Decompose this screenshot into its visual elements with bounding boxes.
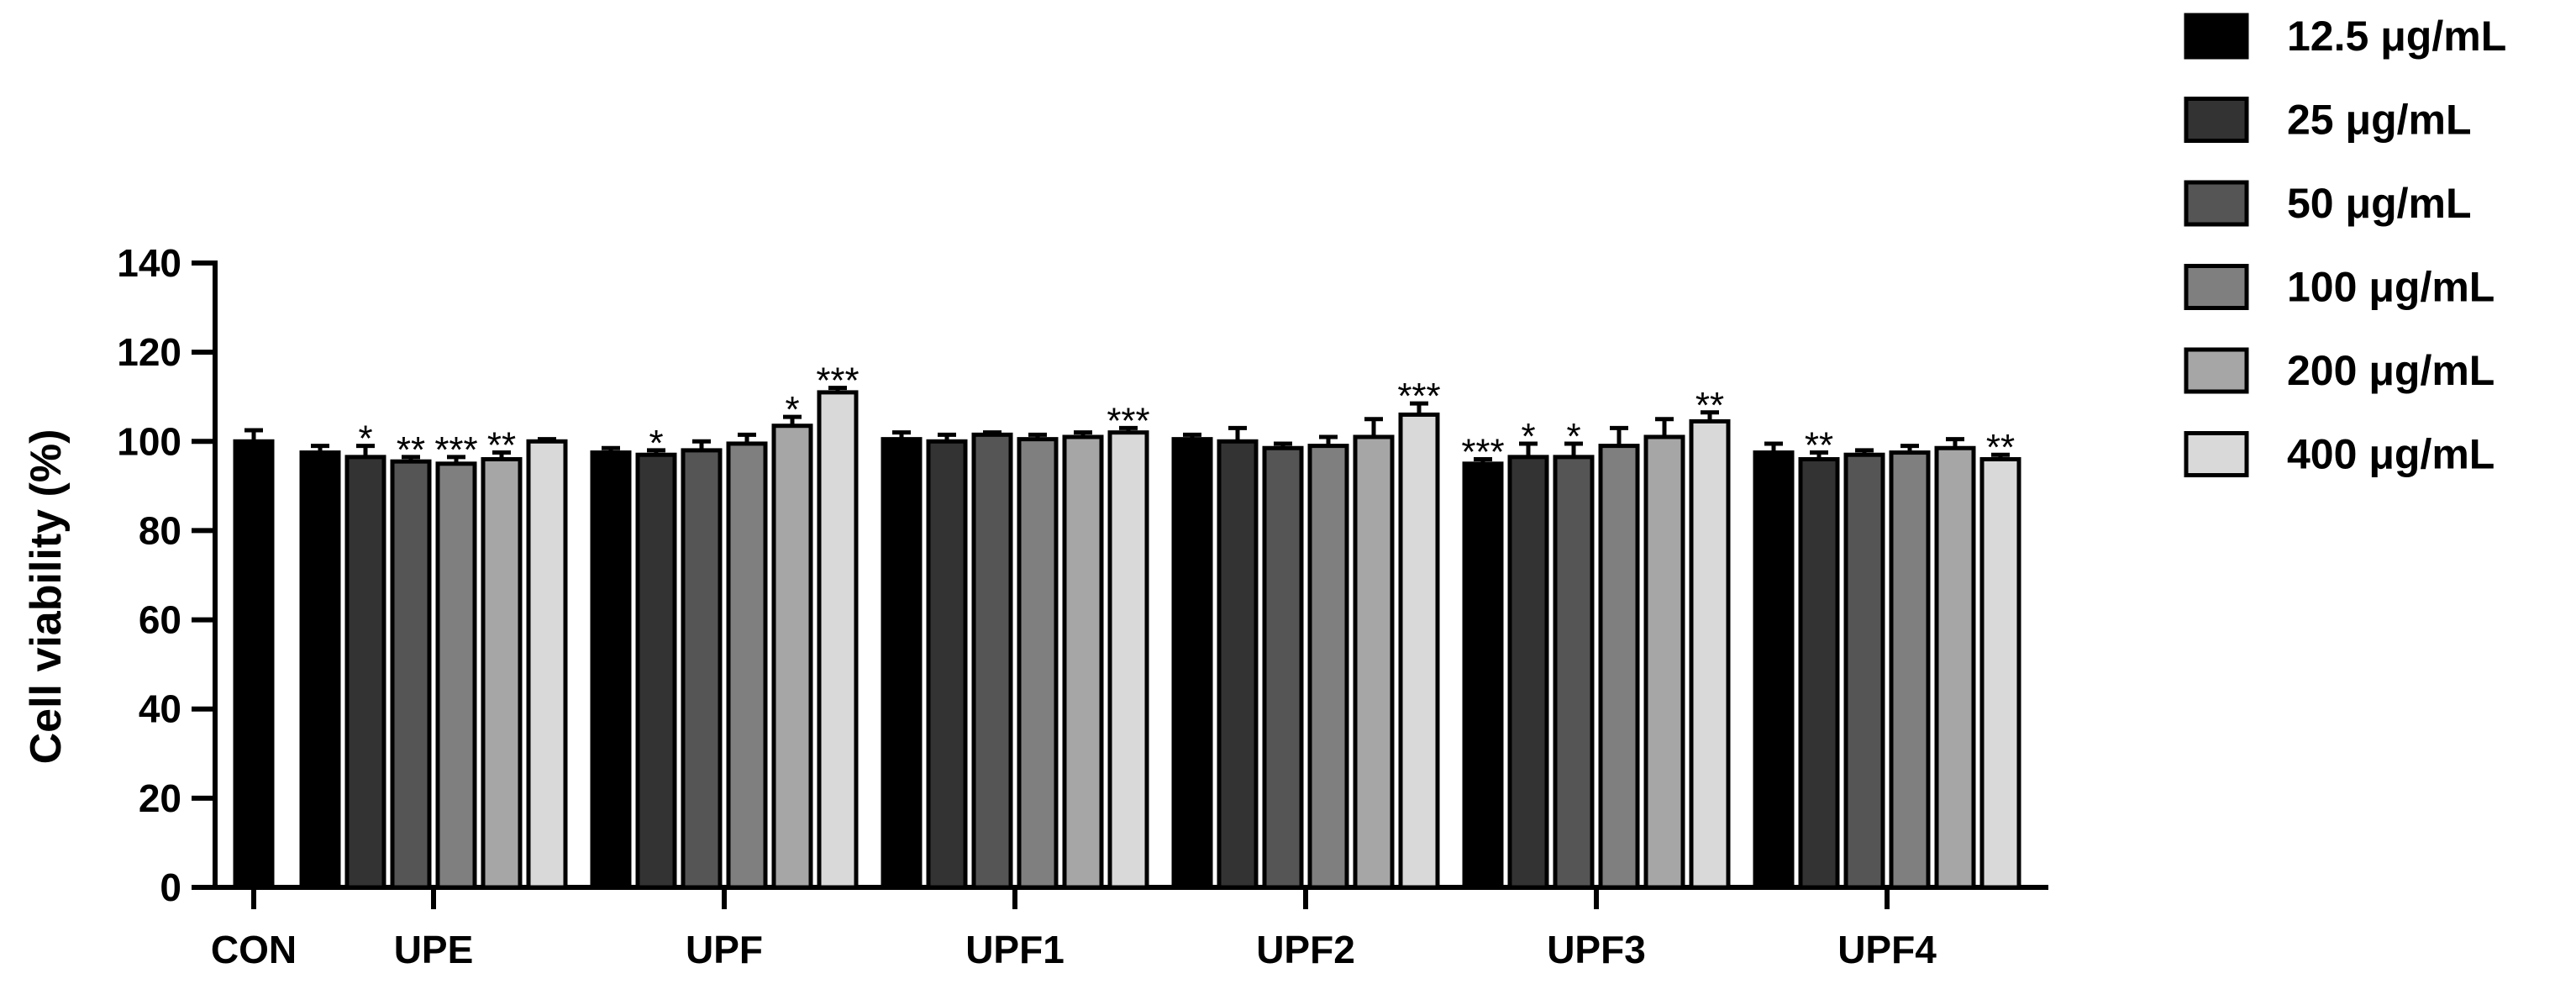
- y-tick-label: 120: [117, 330, 181, 374]
- bar: [1979, 457, 2021, 890]
- bar: [1798, 457, 1840, 890]
- legend-swatch: [2184, 13, 2249, 60]
- bar: [526, 439, 568, 890]
- significance-label: ***: [1107, 400, 1149, 441]
- legend-label: 200 μg/mL: [2287, 347, 2495, 394]
- bar: [1553, 455, 1595, 890]
- bar: [681, 448, 723, 890]
- significance-label: **: [397, 429, 425, 471]
- significance-label: *: [358, 418, 372, 460]
- y-axis-title: Cell viability (%): [22, 429, 71, 765]
- bar: [1753, 450, 1795, 890]
- significance-label: **: [1986, 427, 2015, 468]
- x-tick-label: CON: [211, 928, 297, 971]
- significance-label: **: [1695, 385, 1724, 426]
- bar: [344, 455, 386, 890]
- bar: [481, 457, 523, 890]
- y-tick-label: 80: [139, 508, 181, 552]
- x-tick-label: UPF3: [1547, 928, 1646, 971]
- legend-label: 400 μg/mL: [2287, 431, 2495, 478]
- x-tick-label: UPF: [686, 928, 763, 971]
- y-tick-label: 60: [139, 598, 181, 642]
- bar: [1598, 444, 1640, 890]
- bar: [435, 461, 477, 890]
- significance-label: **: [1805, 425, 1833, 466]
- significance-label: *: [1566, 416, 1580, 457]
- legend-swatch: [2184, 97, 2249, 143]
- bar: [926, 439, 968, 890]
- bar: [1643, 434, 1685, 890]
- bar: [590, 450, 632, 890]
- legend: 12.5 μg/mL 25 μg/mL 50 μg/mL 100 μg/mL 200 μ…: [2184, 13, 2506, 478]
- bar: [1689, 418, 1731, 890]
- legend-label: 100 μg/mL: [2287, 264, 2495, 311]
- y-tick-label: 140: [117, 241, 181, 285]
- x-tick-label: UPE: [394, 928, 474, 971]
- x-tick-label: UPF4: [1837, 928, 1937, 971]
- y-tick-label: 40: [139, 687, 181, 731]
- bar: [635, 452, 677, 890]
- bar: [1217, 439, 1259, 890]
- bars: [233, 386, 2021, 890]
- y-tick-label: 0: [160, 866, 181, 909]
- significance-label: ***: [1461, 432, 1504, 473]
- x-tick-label: UPF2: [1256, 928, 1355, 971]
- bar: [1507, 455, 1549, 890]
- legend-label: 12.5 μg/mL: [2287, 13, 2506, 60]
- bar: [299, 450, 341, 890]
- bar: [881, 437, 923, 890]
- bar: [726, 441, 768, 890]
- legend-label: 25 μg/mL: [2287, 97, 2472, 144]
- y-tick-label: 20: [139, 776, 181, 820]
- bar: [971, 432, 1013, 890]
- bar: [390, 459, 432, 890]
- bar: [1062, 434, 1104, 890]
- legend-label: 50 μg/mL: [2287, 180, 2472, 227]
- bar: [1934, 445, 1976, 890]
- significance-label: ***: [434, 429, 477, 471]
- significance-label: *: [649, 423, 663, 464]
- x-tick-label: UPF1: [965, 928, 1065, 971]
- significance-label: ***: [816, 360, 859, 402]
- significance-label: *: [785, 389, 799, 430]
- bar: [1171, 437, 1213, 890]
- bar: [1843, 452, 1885, 890]
- bar: [817, 390, 859, 890]
- legend-swatch: [2184, 264, 2249, 310]
- bar: [1889, 450, 1931, 890]
- bar: [771, 424, 813, 890]
- bar: [1107, 430, 1149, 890]
- significance-label: **: [487, 425, 516, 466]
- significance-label: ***: [1397, 376, 1440, 417]
- legend-swatch: [2184, 431, 2249, 477]
- legend-swatch: [2184, 180, 2249, 227]
- bar: [1262, 445, 1304, 890]
- bar: [1462, 461, 1504, 890]
- y-tick-label: 100: [117, 419, 181, 463]
- bar: [1307, 444, 1349, 890]
- bar: [1353, 434, 1395, 890]
- bar-con: [233, 439, 275, 890]
- bar: [1017, 437, 1059, 890]
- legend-swatch: [2184, 347, 2249, 394]
- significance-label: *: [1521, 416, 1535, 457]
- bar: [1398, 412, 1440, 890]
